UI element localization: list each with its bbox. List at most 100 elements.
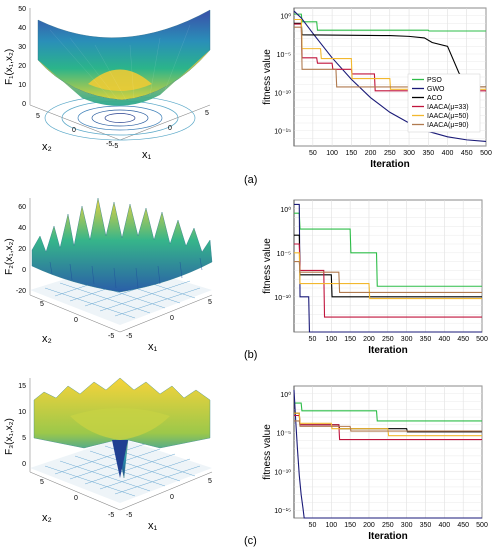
x-tick-label: 400 [438, 336, 450, 343]
x-tick-label: 250 [384, 150, 396, 157]
y-tick: 0 [74, 495, 78, 502]
surface-c-xticks: -5 0 5 [126, 478, 212, 519]
surface-c-ylabel: x₂ [42, 512, 52, 524]
panel-label-a: (a) [244, 174, 257, 186]
x-tick-label: 300 [401, 336, 413, 343]
x-tick-label: 50 [309, 522, 317, 529]
x-tick-label: 50 [309, 150, 317, 157]
y-tick-label: 10⁻¹⁰ [274, 89, 291, 97]
x-tick-label: 100 [325, 522, 337, 529]
z-tick: 20 [18, 246, 26, 253]
surface-a-zticks: 50 40 30 20 10 0 [18, 6, 26, 108]
y-tick: 5 [36, 113, 40, 120]
convergence-plot-a: 50 100 150 200 250 300 350 400 450 500 10⁰ 10⁻⁵ 10⁻¹… [262, 7, 492, 170]
x-tick-label: 200 [363, 522, 375, 529]
y-tick: -5 [108, 512, 114, 519]
y-tick-label: 10⁻¹⁵ [274, 129, 291, 136]
z-tick: 40 [18, 25, 26, 32]
x-tick-label: 250 [382, 522, 394, 529]
x-tick: 5 [208, 299, 212, 306]
z-tick: 15 [18, 383, 26, 390]
z-tick: 30 [18, 44, 26, 51]
surface-c-zlabel: F₃(x₁,x₂) [4, 418, 15, 455]
x-tick: 0 [170, 315, 174, 322]
z-tick: 0 [22, 461, 26, 468]
surface-c-yticks: 5 0 -5 [40, 479, 114, 519]
z-tick: -20 [16, 288, 26, 295]
x-tick-label: 250 [382, 336, 394, 343]
x-axis-label: Iteration [368, 531, 407, 542]
y-tick: 5 [40, 301, 44, 308]
y-tick-label: 10⁻¹⁰ [274, 294, 291, 302]
y-tick-label: 10⁰ [280, 206, 291, 214]
y-tick-label: 10⁻¹⁰ [274, 468, 291, 476]
panel-label-c: (c) [244, 535, 257, 547]
x-axis-label: Iteration [368, 345, 407, 356]
series-line [294, 252, 482, 300]
surface-a-xlabel: x₁ [142, 149, 152, 161]
y-axis-label: fitness value [262, 238, 273, 294]
x-tick-label: 400 [442, 150, 454, 157]
surface-c-xlabel: x₁ [148, 520, 158, 532]
y-tick-label: 10⁻⁵ [277, 52, 291, 59]
z-tick: 10 [18, 409, 26, 416]
x-tick-label: 350 [420, 522, 432, 529]
y-tick: -5 [108, 333, 114, 340]
surface-a-ylabel: x₂ [42, 141, 52, 153]
surface-b-zlabel: F₂(x₁,x₂) [4, 238, 15, 275]
surface-b-xlabel: x₁ [148, 341, 158, 353]
legend-entry: GWO [427, 86, 445, 93]
surface-b-xticks: -5 0 5 [126, 299, 212, 340]
z-tick: 0 [22, 101, 26, 108]
convergence-plot-c: 50 100 150 200 250 300 350 400 450 500 10⁰ 10⁻⁵ 10⁻¹… [262, 385, 488, 542]
x-tick: 0 [170, 494, 174, 501]
legend-entry: PSO [427, 77, 442, 84]
series-line [294, 414, 482, 441]
z-tick: 0 [22, 267, 26, 274]
y-tick-label: 10⁰ [280, 391, 291, 399]
surface-a-xticks: -5 0 5 [112, 110, 209, 150]
series-line [294, 261, 482, 293]
x-tick-label: 150 [344, 522, 356, 529]
x-tick: 0 [168, 125, 172, 132]
x-tick-label: 450 [457, 336, 469, 343]
y-tick-label: 10⁰ [280, 13, 291, 21]
z-tick: 5 [22, 435, 26, 442]
surface-b-yticks: 5 0 -5 [40, 301, 114, 340]
series-line [293, 10, 487, 142]
legend-entry: ACO [427, 95, 443, 102]
y-tick-label: 10⁻¹⁵ [274, 508, 291, 515]
x-axis-label: Iteration [370, 159, 409, 170]
legend-box [407, 73, 481, 133]
surface-plot-a: 50 40 30 20 10 0 F₁(x₁,x₂) 5 0 -5 -5 0 5… [4, 6, 211, 161]
x-tick-label: 300 [403, 150, 415, 157]
x-tick-label: 450 [457, 522, 469, 529]
x-tick-label: 400 [438, 522, 450, 529]
x-tick-label: 100 [325, 336, 337, 343]
x-tick-label: 500 [476, 522, 488, 529]
series-line [294, 203, 482, 333]
y-tick-label: 10⁻⁵ [277, 251, 291, 258]
series-line [294, 26, 486, 88]
series-line [293, 389, 482, 519]
x-tick-label: 450 [461, 150, 473, 157]
z-tick: 50 [18, 6, 26, 13]
z-tick: 60 [18, 204, 26, 211]
series-line [294, 402, 482, 422]
convergence-plot-b: 50 100 150 200 250 300 350 400 450 500 10⁰ 10⁻⁵ 10⁻¹… [262, 199, 488, 356]
x-tick: -5 [126, 333, 132, 340]
x-tick: 5 [205, 110, 209, 117]
x-tick: -5 [112, 143, 118, 150]
z-tick: 10 [18, 82, 26, 89]
x-tick-label: 200 [365, 150, 377, 157]
z-tick: 20 [18, 63, 26, 70]
x-tick-label: 300 [401, 522, 413, 529]
surface-a-yticks: 5 0 -5 [36, 113, 112, 148]
series-line [294, 243, 482, 318]
x-tick-label: 500 [480, 150, 492, 157]
x-tick-label: 150 [344, 336, 356, 343]
surface-a-zlabel: F₁(x₁,x₂) [4, 49, 15, 85]
z-tick: 40 [18, 225, 26, 232]
surface-b-ylabel: x₂ [42, 333, 52, 345]
